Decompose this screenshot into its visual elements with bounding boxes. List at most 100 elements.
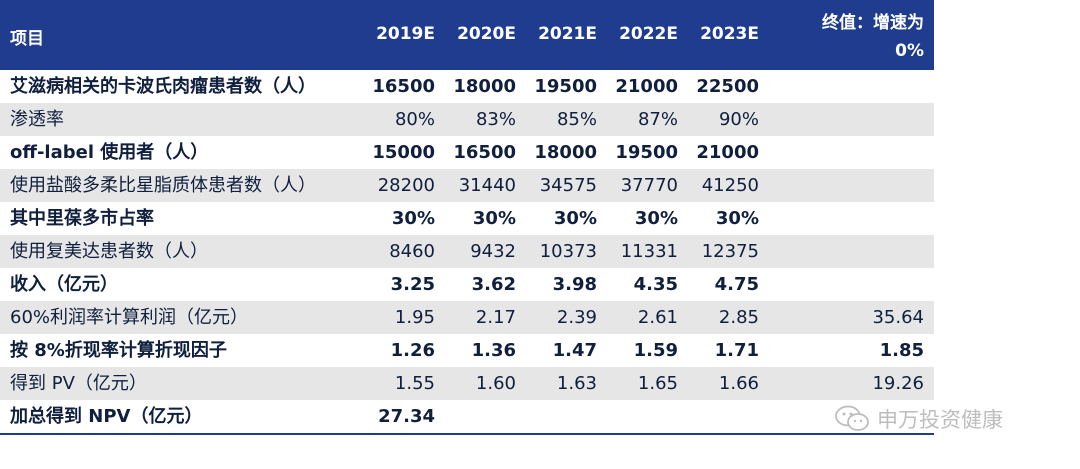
table-row: 使用盐酸多柔比星脂质体患者数（人） 28200 31440 34575 3777… <box>0 169 934 202</box>
cell-2023: 90% <box>718 109 759 130</box>
cell-terminal <box>760 235 924 268</box>
header-year-2023: 2023E <box>700 24 759 44</box>
row-label: 渗透率 <box>10 109 64 130</box>
cell-2021: 19500 <box>534 76 597 97</box>
header-terminal-line1: 终值：增速为 <box>822 13 924 33</box>
row-label: 收入（亿元） <box>10 274 118 295</box>
cell-2019: 28200 <box>377 175 435 196</box>
cell-2022: 4.35 <box>633 274 678 295</box>
row-label: 其中里葆多市占率 <box>10 208 154 229</box>
cell-2021: 18000 <box>534 142 597 163</box>
header-year-2020: 2020E <box>457 24 516 44</box>
cell-2023: 2.85 <box>718 307 759 328</box>
row-label: 加总得到 NPV（亿元） <box>10 406 203 427</box>
table-row: 其中里葆多市占率 30% 30% 30% 30% 30% <box>0 202 934 235</box>
header-year-2022: 2022E <box>619 24 678 44</box>
cell-2021: 1.47 <box>552 340 597 361</box>
cell-2019: 8460 <box>389 241 435 262</box>
row-label: off-label 使用者（人） <box>10 142 209 163</box>
row-label: 按 8%折现率计算折现因子 <box>10 340 227 361</box>
cell-terminal <box>760 202 924 235</box>
header-item: 项目 <box>10 29 44 49</box>
cell-2019: 15000 <box>372 142 435 163</box>
cell-2023: 22500 <box>696 76 759 97</box>
cell-terminal: 35.64 <box>872 307 924 328</box>
cell-2020: 9432 <box>470 241 516 262</box>
cell-2020: 1.36 <box>471 340 516 361</box>
table-bottom-rule <box>0 433 934 435</box>
cell-2021: 2.39 <box>556 307 597 328</box>
cell-2019: 16500 <box>372 76 435 97</box>
cell-2022: 11331 <box>620 241 678 262</box>
table-row: 得到 PV（亿元） 1.55 1.60 1.63 1.65 1.66 19.26 <box>0 367 934 400</box>
cell-2022: 21000 <box>615 76 678 97</box>
cell-2019: 1.95 <box>394 307 435 328</box>
cell-2020 <box>435 400 516 433</box>
table-row: off-label 使用者（人） 15000 16500 18000 19500… <box>0 136 934 169</box>
cell-2021 <box>516 400 597 433</box>
row-label: 使用复美达患者数（人） <box>10 241 208 262</box>
cell-2020: 2.17 <box>475 307 516 328</box>
row-label: 得到 PV（亿元） <box>10 373 147 394</box>
cell-2022: 30% <box>634 208 678 229</box>
table-row: 艾滋病相关的卡波氏肉瘤患者数（人） 16500 18000 19500 2100… <box>0 70 934 103</box>
table-row: 按 8%折现率计算折现因子 1.26 1.36 1.47 1.59 1.71 1… <box>0 334 934 367</box>
cell-2022: 19500 <box>615 142 678 163</box>
table-row: 加总得到 NPV（亿元） 27.34 <box>0 400 934 433</box>
cell-terminal <box>760 169 924 202</box>
table-row: 渗透率 80% 83% 85% 87% 90% <box>0 103 934 136</box>
cell-2022: 1.59 <box>633 340 678 361</box>
cell-2019: 1.55 <box>394 373 435 394</box>
cell-terminal: 19.26 <box>872 373 924 394</box>
table-row: 60%利润率计算利润（亿元） 1.95 2.17 2.39 2.61 2.85 … <box>0 301 934 334</box>
cell-2020: 30% <box>472 208 516 229</box>
cell-2020: 31440 <box>458 175 516 196</box>
cell-2021: 10373 <box>539 241 597 262</box>
row-label: 艾滋病相关的卡波氏肉瘤患者数（人） <box>10 76 316 97</box>
cell-2023: 21000 <box>696 142 759 163</box>
cell-2023: 12375 <box>701 241 759 262</box>
header-year-2021: 2021E <box>538 24 597 44</box>
cell-2020: 3.62 <box>471 274 516 295</box>
cell-2019: 80% <box>394 109 435 130</box>
cell-terminal <box>760 268 924 301</box>
cell-terminal <box>760 70 924 103</box>
table-row: 收入（亿元） 3.25 3.62 3.98 4.35 4.75 <box>0 268 934 301</box>
cell-2019: 30% <box>391 208 435 229</box>
cell-2019: 3.25 <box>390 274 435 295</box>
cell-2023: 30% <box>715 208 759 229</box>
table-header: 项目 2019E 2020E 2021E 2022E 2023E 终值：增速为 … <box>0 0 934 70</box>
cell-2021: 85% <box>556 109 597 130</box>
cell-2022: 37770 <box>620 175 678 196</box>
cell-2019: 1.26 <box>390 340 435 361</box>
cell-terminal <box>760 136 924 169</box>
cell-2023 <box>678 400 759 433</box>
row-label: 60%利润率计算利润（亿元） <box>10 307 249 328</box>
header-terminal-line2: 0% <box>895 41 924 61</box>
cell-2021: 34575 <box>539 175 597 196</box>
cell-2020: 18000 <box>453 76 516 97</box>
cell-2019: 27.34 <box>378 406 435 427</box>
cell-2022: 87% <box>637 109 678 130</box>
table-row: 使用复美达患者数（人） 8460 9432 10373 11331 12375 <box>0 235 934 268</box>
cell-2020: 83% <box>475 109 516 130</box>
cell-2022 <box>597 400 678 433</box>
cell-2020: 1.60 <box>475 373 516 394</box>
cell-terminal: 1.85 <box>879 340 924 361</box>
cell-2021: 1.63 <box>556 373 597 394</box>
cell-2023: 1.66 <box>718 373 759 394</box>
cell-2023: 41250 <box>701 175 759 196</box>
cell-2023: 1.71 <box>714 340 759 361</box>
watermark: 申万投资健康 <box>835 404 1003 434</box>
cell-2022: 1.65 <box>637 373 678 394</box>
cell-2022: 2.61 <box>637 307 678 328</box>
cell-2020: 16500 <box>453 142 516 163</box>
header-year-2019: 2019E <box>376 24 435 44</box>
cell-2023: 4.75 <box>714 274 759 295</box>
valuation-table: 项目 2019E 2020E 2021E 2022E 2023E 终值：增速为 … <box>0 0 934 433</box>
cell-2021: 3.98 <box>552 274 597 295</box>
watermark-text: 申万投资健康 <box>877 408 1003 432</box>
cell-2021: 30% <box>553 208 597 229</box>
wechat-icon <box>835 405 869 431</box>
row-label: 使用盐酸多柔比星脂质体患者数（人） <box>10 175 316 196</box>
